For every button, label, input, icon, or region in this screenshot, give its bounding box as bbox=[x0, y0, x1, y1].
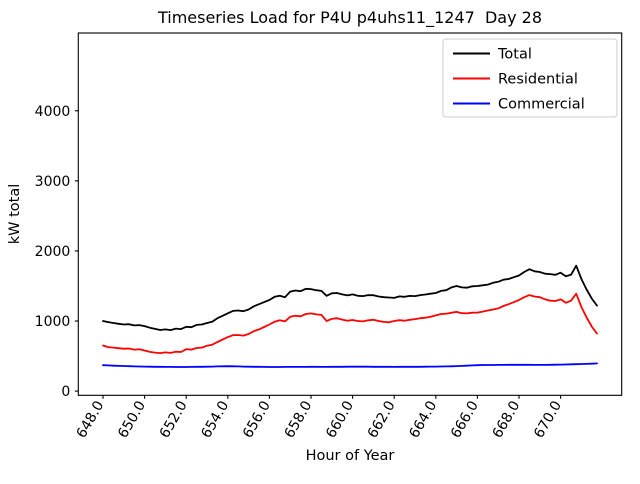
legend-entry-residential: Residential bbox=[453, 72, 578, 88]
legend-box bbox=[442, 38, 618, 118]
legend-entry-total: Total bbox=[453, 47, 532, 63]
y-tick-label: 2000 bbox=[35, 244, 71, 260]
series-lines bbox=[102, 264, 598, 368]
y-tick-label: 0 bbox=[61, 384, 70, 400]
y-tick-label: 3000 bbox=[35, 174, 71, 190]
y-tick-label: 1000 bbox=[35, 314, 71, 330]
series-line-commercial bbox=[102, 362, 598, 368]
series-line-total bbox=[102, 264, 598, 332]
legend-label-commercial: Commercial bbox=[498, 97, 585, 113]
legend-label-total: Total bbox=[497, 47, 532, 63]
legend-label-residential: Residential bbox=[498, 72, 578, 88]
y-axis-ticks: 0 1000 2000 3000 4000 bbox=[35, 104, 79, 400]
chart-title: Timeseries Load for P4U p4uhs11_1247 Day… bbox=[157, 8, 542, 28]
y-tick-label: 4000 bbox=[35, 104, 71, 120]
y-axis-label: kW total bbox=[7, 184, 23, 245]
legend: Total Residential Commercial bbox=[442, 38, 618, 118]
x-axis-label: Hour of Year bbox=[306, 448, 395, 464]
legend-entry-commercial: Commercial bbox=[453, 97, 585, 113]
series-line-residential bbox=[102, 292, 598, 355]
